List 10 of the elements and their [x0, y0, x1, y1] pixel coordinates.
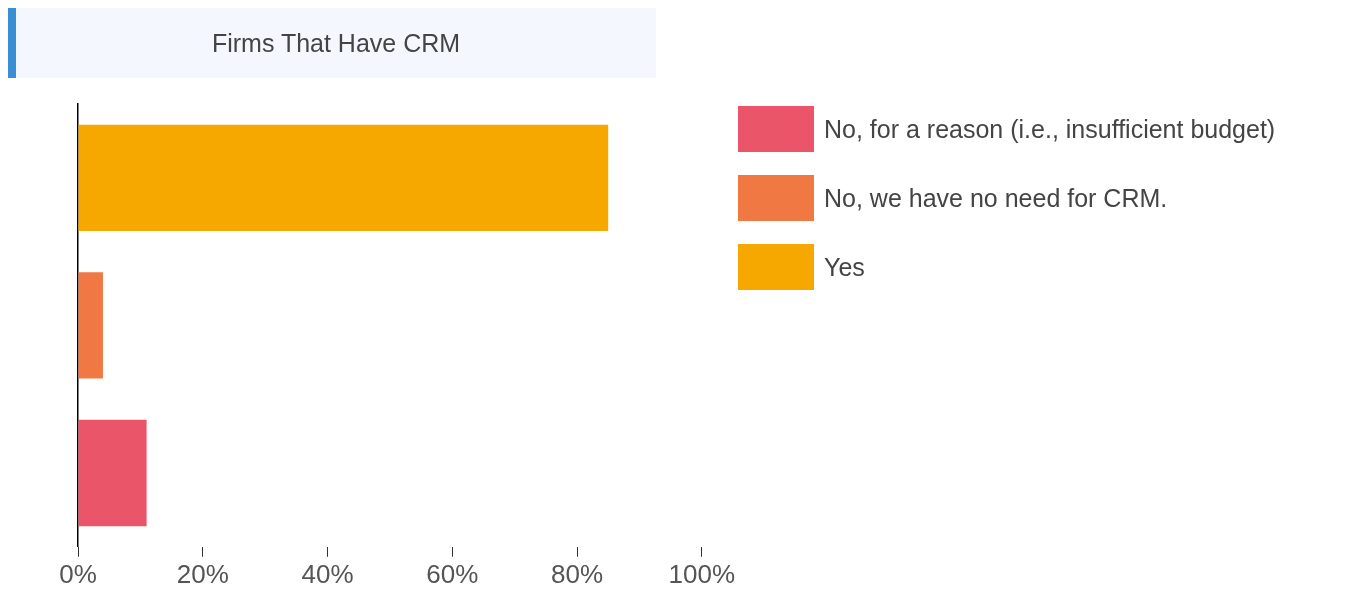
chart-title: Firms That Have CRM — [8, 8, 656, 78]
legend-label: Yes — [824, 252, 865, 282]
x-tick-label: 80% — [550, 558, 604, 589]
x-tick-label: 20% — [176, 558, 229, 589]
legend-label: No, we have no need for CRM. — [824, 183, 1168, 213]
legend-label: No, for a reason (i.e., insufficient budget) — [824, 114, 1276, 144]
x-tick-label: 60% — [426, 558, 479, 589]
x-tick-label: 40% — [301, 558, 354, 589]
x-tick-label: 100% — [668, 558, 735, 589]
x-tick-label: 0% — [59, 558, 97, 589]
